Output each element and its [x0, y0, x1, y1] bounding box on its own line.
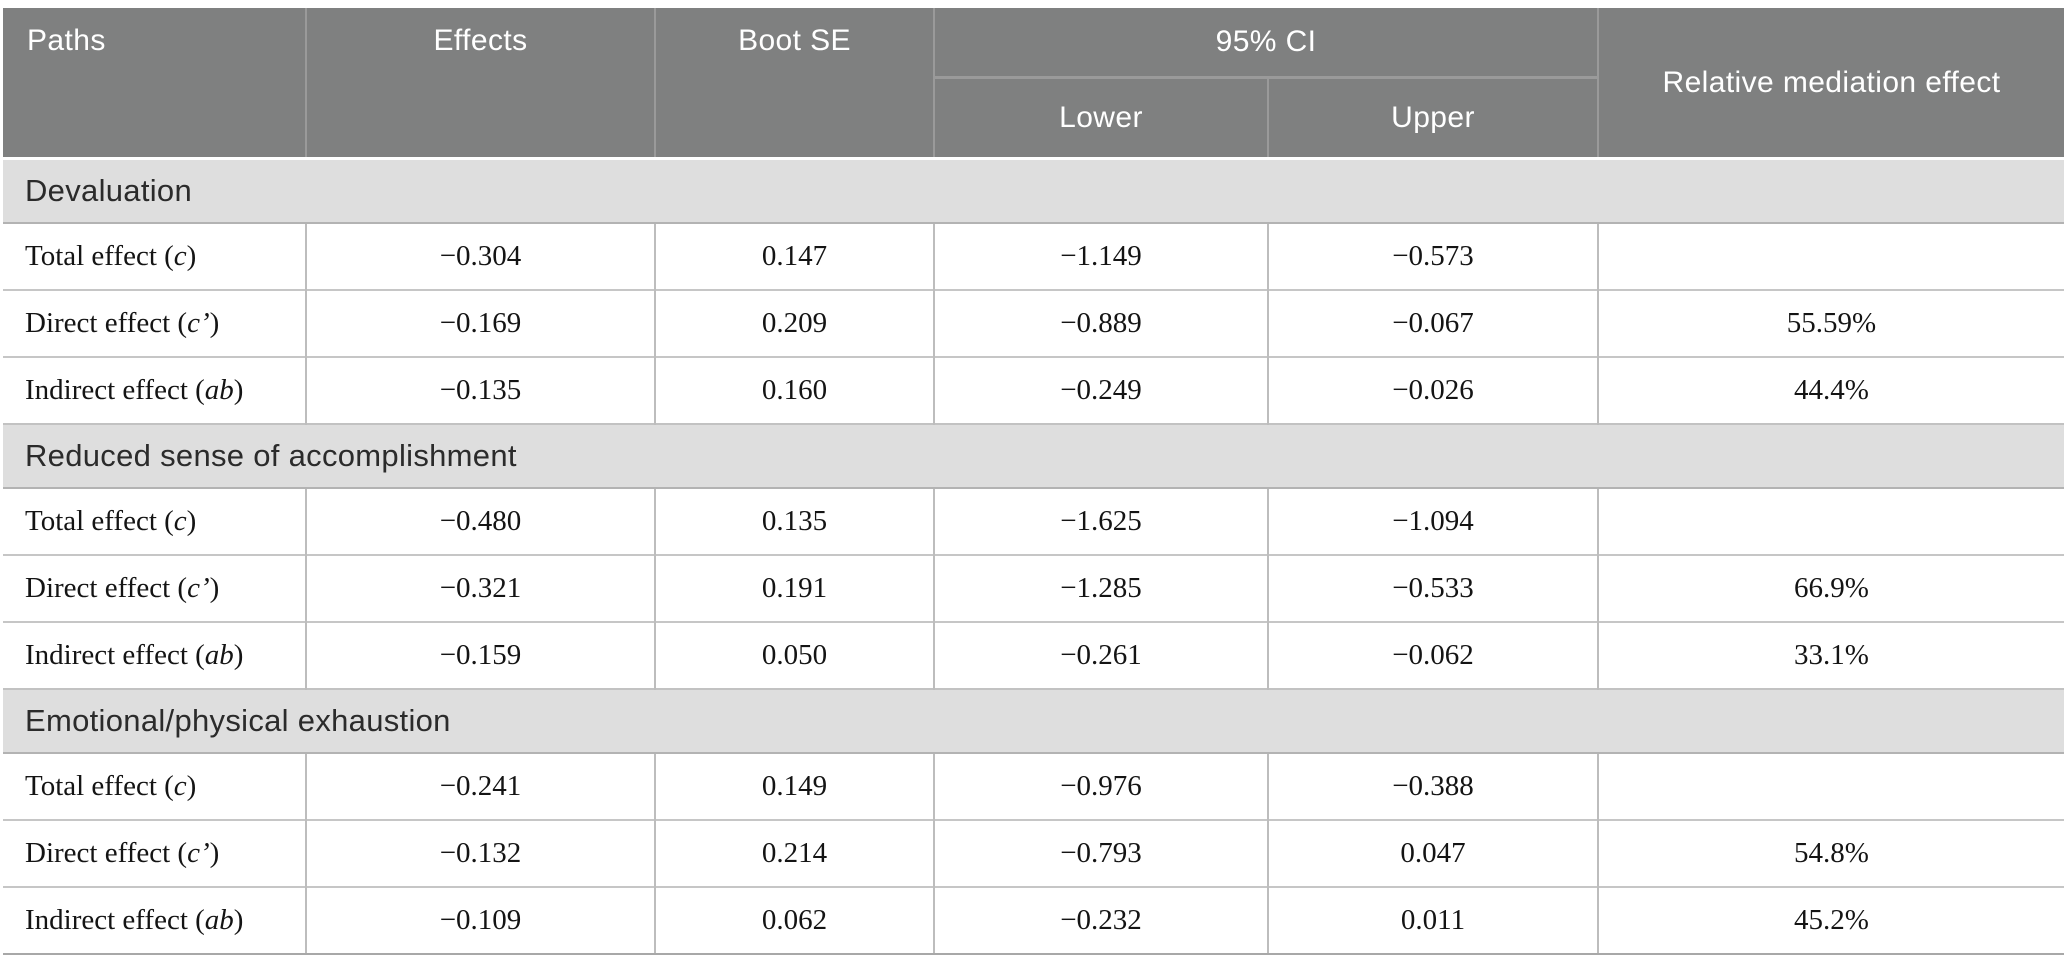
path-label-cell: Indirect effect (ab)	[3, 621, 306, 689]
effects-cell: −0.321	[305, 554, 655, 622]
boot-se-cell: 0.147	[654, 222, 934, 290]
ci-lower-cell: −0.232	[933, 886, 1268, 955]
ci-upper-cell: −0.388	[1267, 752, 1598, 820]
col-header-paths: Paths	[3, 8, 306, 160]
boot-se-cell: 0.149	[654, 752, 934, 820]
ci-upper-cell: −0.026	[1267, 356, 1598, 424]
path-label-cell: Indirect effect (ab)	[3, 356, 306, 424]
boot-se-cell: 0.160	[654, 356, 934, 424]
relative-effect-cell: 54.8%	[1597, 819, 2064, 887]
ci-upper-cell: 0.047	[1267, 819, 1598, 887]
effects-cell: −0.304	[305, 222, 655, 290]
path-label-cell: Total effect (c)	[3, 222, 306, 290]
relative-effect-cell: 45.2%	[1597, 886, 2064, 955]
relative-effect-cell: 55.59%	[1597, 289, 2064, 357]
ci-upper-cell: −0.533	[1267, 554, 1598, 622]
ci-lower-cell: −1.625	[933, 487, 1268, 555]
effects-cell: −0.480	[305, 487, 655, 555]
relative-effect-cell	[1597, 752, 2064, 820]
boot-se-cell: 0.062	[654, 886, 934, 955]
ci-lower-cell: −0.261	[933, 621, 1268, 689]
ci-lower-cell: −1.149	[933, 222, 1268, 290]
ci-upper-cell: 0.011	[1267, 886, 1598, 955]
path-symbol: c’	[187, 837, 210, 869]
table-body: Devaluation Total effect (c) −0.304 0.14…	[3, 158, 2064, 955]
path-symbol: c	[173, 505, 187, 537]
path-symbol: c’	[187, 572, 210, 604]
relative-effect-cell: 33.1%	[1597, 621, 2064, 689]
data-row: Indirect effect (ab) −0.135 0.160 −0.249…	[3, 356, 2064, 424]
effects-cell: −0.159	[305, 621, 655, 689]
relative-effect-cell: 44.4%	[1597, 356, 2064, 424]
ci-upper-cell: −1.094	[1267, 487, 1598, 555]
ci-lower-cell: −0.793	[933, 819, 1268, 887]
section-title: Reduced sense of accomplishment	[3, 423, 2064, 489]
relative-effect-cell: 66.9%	[1597, 554, 2064, 622]
data-row: Total effect (c) −0.480 0.135 −1.625 −1.…	[3, 487, 2064, 555]
ci-lower-cell: −0.889	[933, 289, 1268, 357]
data-row: Indirect effect (ab) −0.109 0.062 −0.232…	[3, 886, 2064, 955]
col-header-relative-mediation-effect: Relative mediation effect	[1597, 8, 2064, 160]
path-symbol: c	[173, 240, 187, 272]
section-header-row-emotional-physical-exhaustion: Emotional/physical exhaustion	[3, 688, 2064, 754]
path-label-cell: Indirect effect (ab)	[3, 886, 306, 955]
effects-cell: −0.241	[305, 752, 655, 820]
data-row: Total effect (c) −0.304 0.147 −1.149 −0.…	[3, 222, 2064, 290]
relative-effect-cell	[1597, 487, 2064, 555]
section-title: Emotional/physical exhaustion	[3, 688, 2064, 754]
effects-cell: −0.132	[305, 819, 655, 887]
data-row: Total effect (c) −0.241 0.149 −0.976 −0.…	[3, 752, 2064, 820]
data-row: Indirect effect (ab) −0.159 0.050 −0.261…	[3, 621, 2064, 689]
path-label-cell: Direct effect (c’)	[3, 289, 306, 357]
path-symbol: c’	[187, 307, 210, 339]
path-label-cell: Direct effect (c’)	[3, 554, 306, 622]
col-header-effects: Effects	[305, 8, 655, 160]
boot-se-cell: 0.209	[654, 289, 934, 357]
path-label-cell: Direct effect (c’)	[3, 819, 306, 887]
boot-se-cell: 0.135	[654, 487, 934, 555]
data-row: Direct effect (c’) −0.321 0.191 −1.285 −…	[3, 554, 2064, 622]
mediation-effects-table: Paths Effects Boot SE 95% CI Relative me…	[3, 8, 2064, 955]
effects-cell: −0.135	[305, 356, 655, 424]
relative-effect-cell	[1597, 222, 2064, 290]
ci-lower-cell: −1.285	[933, 554, 1268, 622]
path-symbol: c	[173, 770, 187, 802]
effects-cell: −0.169	[305, 289, 655, 357]
ci-lower-cell: −0.249	[933, 356, 1268, 424]
section-header-row-devaluation: Devaluation	[3, 158, 2064, 224]
boot-se-cell: 0.214	[654, 819, 934, 887]
boot-se-cell: 0.191	[654, 554, 934, 622]
ci-upper-cell: −0.062	[1267, 621, 1598, 689]
boot-se-cell: 0.050	[654, 621, 934, 689]
path-symbol: ab	[204, 374, 234, 406]
col-header-95ci: 95% CI	[933, 8, 1598, 80]
ci-upper-cell: −0.067	[1267, 289, 1598, 357]
col-header-ci-lower: Lower	[933, 77, 1268, 160]
path-label-cell: Total effect (c)	[3, 487, 306, 555]
ci-lower-cell: −0.976	[933, 752, 1268, 820]
table-header: Paths Effects Boot SE 95% CI Relative me…	[3, 8, 2064, 160]
section-header-row-reduced-sense-of-accomplishment: Reduced sense of accomplishment	[3, 423, 2064, 489]
section-title: Devaluation	[3, 158, 2064, 224]
col-header-boot-se: Boot SE	[654, 8, 934, 160]
effects-cell: −0.109	[305, 886, 655, 955]
data-row: Direct effect (c’) −0.169 0.209 −0.889 −…	[3, 289, 2064, 357]
path-label-cell: Total effect (c)	[3, 752, 306, 820]
data-row: Direct effect (c’) −0.132 0.214 −0.793 0…	[3, 819, 2064, 887]
path-symbol: ab	[204, 904, 234, 936]
mediation-effects-table-container: Paths Effects Boot SE 95% CI Relative me…	[3, 8, 2064, 955]
path-symbol: ab	[204, 639, 234, 671]
ci-upper-cell: −0.573	[1267, 222, 1598, 290]
col-header-ci-upper: Upper	[1267, 77, 1598, 160]
